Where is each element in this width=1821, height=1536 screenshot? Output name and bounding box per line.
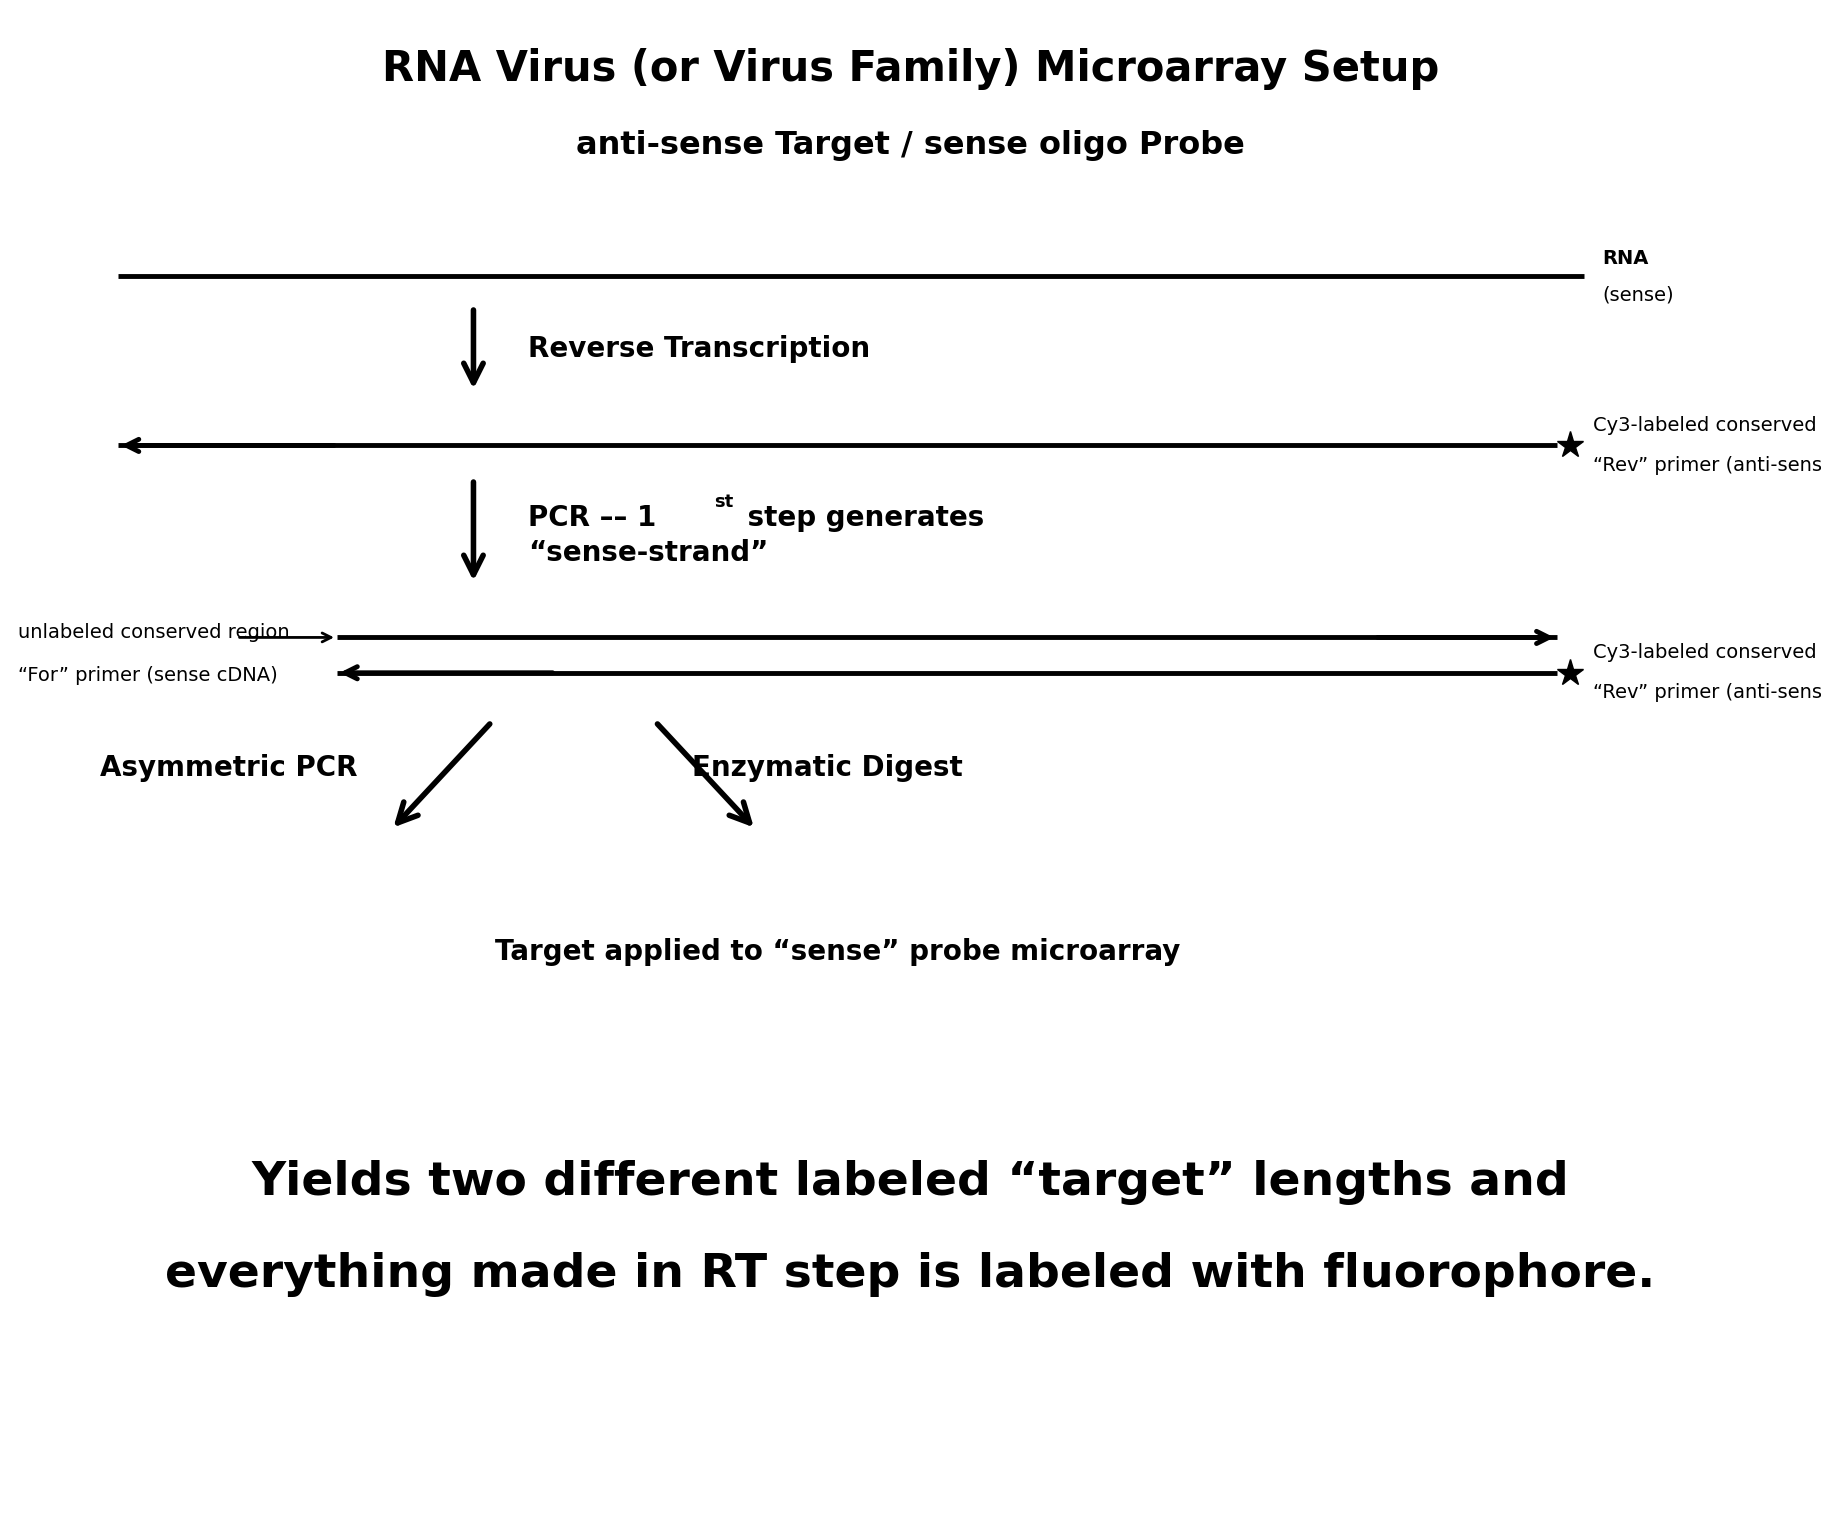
Text: PCR –– 1: PCR –– 1	[528, 504, 656, 531]
Text: anti-sense Target / sense oligo Probe: anti-sense Target / sense oligo Probe	[575, 131, 1246, 161]
Text: “Rev” primer (anti-sense cDNA): “Rev” primer (anti-sense cDNA)	[1593, 456, 1821, 475]
Text: Asymmetric PCR: Asymmetric PCR	[100, 754, 357, 782]
Text: RNA: RNA	[1602, 249, 1648, 267]
Text: everything made in RT step is labeled with fluorophore.: everything made in RT step is labeled wi…	[166, 1252, 1655, 1298]
Text: “For” primer (sense cDNA): “For” primer (sense cDNA)	[18, 667, 279, 685]
Text: RNA Virus (or Virus Family) Microarray Setup: RNA Virus (or Virus Family) Microarray S…	[382, 48, 1439, 91]
Text: “Rev” primer (anti-sense cDNA): “Rev” primer (anti-sense cDNA)	[1593, 684, 1821, 702]
Text: Enzymatic Digest: Enzymatic Digest	[692, 754, 963, 782]
Text: Reverse Transcription: Reverse Transcription	[528, 335, 870, 362]
Text: Cy3-labeled conserved region: Cy3-labeled conserved region	[1593, 416, 1821, 435]
Text: step generates: step generates	[738, 504, 983, 531]
Text: Yields two different labeled “target” lengths and: Yields two different labeled “target” le…	[251, 1160, 1570, 1206]
Text: unlabeled conserved region: unlabeled conserved region	[18, 624, 290, 642]
Text: “sense-strand”: “sense-strand”	[528, 539, 768, 567]
Text: Target applied to “sense” probe microarray: Target applied to “sense” probe microarr…	[495, 938, 1180, 966]
Text: (sense): (sense)	[1602, 286, 1673, 304]
Text: Cy3-labeled conserved region: Cy3-labeled conserved region	[1593, 644, 1821, 662]
Text: st: st	[714, 493, 734, 511]
